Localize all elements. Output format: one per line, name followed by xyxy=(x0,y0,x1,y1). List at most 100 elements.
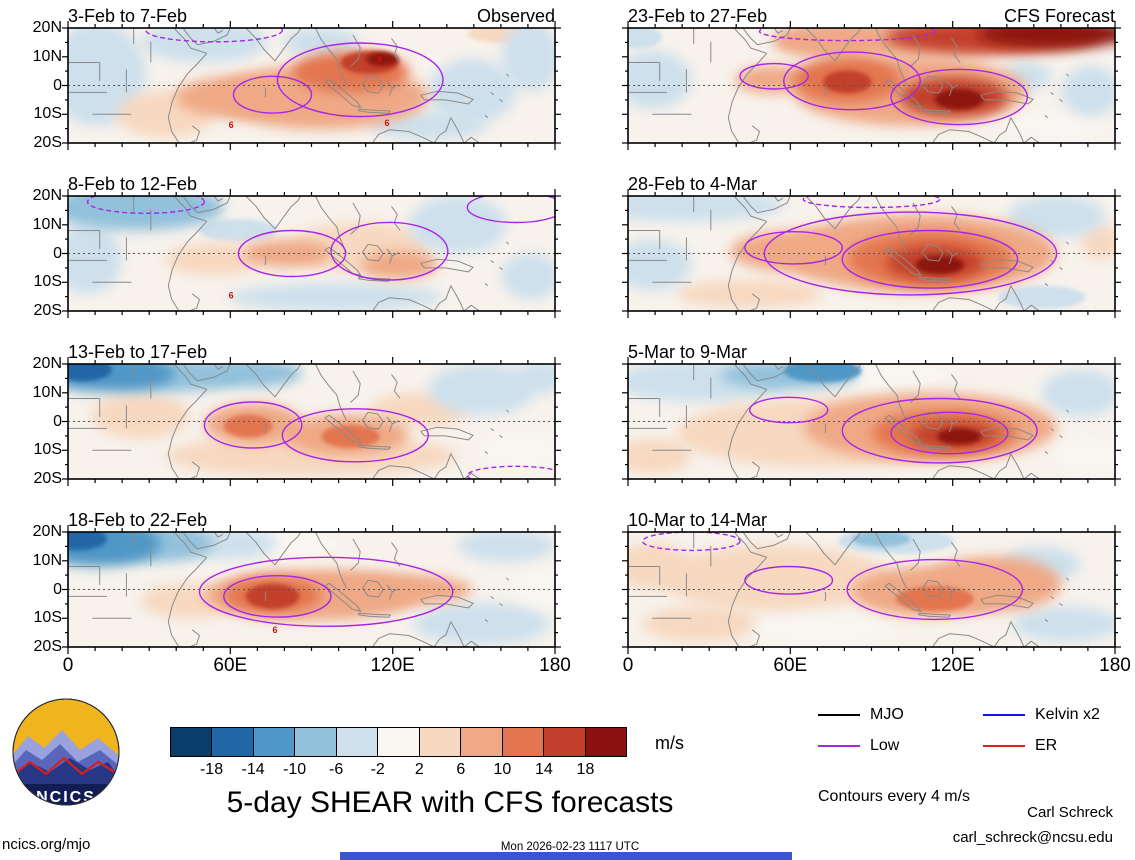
panel-date-range: 28-Feb to 4-Mar xyxy=(628,174,758,194)
low-contour xyxy=(203,401,303,449)
panel-border xyxy=(67,27,556,144)
panel-date-range: 3-Feb to 7-Feb xyxy=(68,6,188,26)
panel-title-row: 3-Feb to 7-Feb Observed xyxy=(68,2,555,28)
map-canvas: 6 xyxy=(62,525,561,654)
y-axis-label: 20S xyxy=(33,638,62,655)
low-contour xyxy=(758,28,936,42)
legend-line-swatch xyxy=(818,745,860,747)
y-axis-label: 10S xyxy=(33,105,62,123)
x-axis-label: 180 xyxy=(1099,655,1131,676)
colorbar-cell xyxy=(543,727,586,757)
low-contour xyxy=(198,556,454,627)
coastlines xyxy=(68,196,510,311)
low-contour xyxy=(641,532,741,552)
y-axis-label: 10S xyxy=(33,609,62,627)
low-contour xyxy=(86,196,205,214)
x-axis: 0 60E 120E 180 xyxy=(623,655,1131,681)
colorbar-tick-label: -2 xyxy=(370,761,385,778)
x-axis-label: 120E xyxy=(370,655,415,676)
legend-line-swatch xyxy=(983,745,1025,747)
panel-title-row: 28-Feb to 4-Mar xyxy=(628,170,1115,196)
colorbar-tick-label: 6 xyxy=(456,761,466,778)
y-axis-label: 0 xyxy=(53,580,62,598)
panel-border xyxy=(67,531,556,648)
panel-title-row: 10-Mar to 14-Mar xyxy=(628,506,1115,532)
colorbar-tick-label: -14 xyxy=(241,761,265,778)
y-axis-label: 0 xyxy=(53,76,62,94)
legend-label: MJO xyxy=(870,706,904,723)
panel-date-range: 10-Mar to 14-Mar xyxy=(628,510,768,530)
y-axis-label: 10S xyxy=(33,441,62,459)
y-axis-label: 20S xyxy=(33,302,62,319)
panel-title-row: 5-Mar to 9-Mar xyxy=(628,338,1115,364)
colorbar-cell xyxy=(460,727,503,757)
coastlines xyxy=(68,28,510,143)
map-panel: 28-Feb to 4-Mar xyxy=(622,170,1121,318)
low-contour xyxy=(276,42,444,118)
colorbar xyxy=(170,727,627,757)
panel-border xyxy=(67,363,556,480)
site-link: ncics.org/mjo xyxy=(2,836,91,853)
map-panel: 5-Mar to 9-Mar xyxy=(622,338,1121,486)
figure-title: 5-day SHEAR with CFS forecasts xyxy=(226,786,674,819)
y-axis-label: 10S xyxy=(33,273,62,291)
er-contour-label: 6 xyxy=(272,625,277,635)
credit-name: Carl Schreck xyxy=(1027,804,1113,821)
y-axis-label: 20N xyxy=(32,355,62,372)
y-axis-label: 0 xyxy=(53,412,62,430)
panel-border xyxy=(627,195,1116,312)
panel-title-row: 18-Feb to 22-Feb xyxy=(68,506,555,532)
colorbar-tick-label: -18 xyxy=(199,761,224,778)
logo-artwork: NCICS xyxy=(13,699,119,805)
map-canvas: 6 6 9 xyxy=(62,21,561,150)
y-axis-label: 20N xyxy=(32,19,62,36)
coastlines xyxy=(68,532,510,647)
coastlines xyxy=(68,364,510,479)
map-canvas xyxy=(622,525,1121,654)
legend-label: Low xyxy=(870,737,900,754)
y-axis-label: 0 xyxy=(53,244,62,262)
low-contour xyxy=(330,221,449,281)
panel-date-range: 8-Feb to 12-Feb xyxy=(68,174,198,194)
y-axis-label: 10N xyxy=(32,551,62,569)
colorbar-cell xyxy=(252,727,296,757)
panel-date-range: 13-Feb to 17-Feb xyxy=(68,342,208,362)
map-panel: 18-Feb to 22-Feb 6 20N 10N 0 10S 20S 0 60E 120E 18… xyxy=(33,506,571,681)
legend-line-swatch xyxy=(818,714,860,716)
low-contour xyxy=(744,565,834,595)
panel-column-label: Observed xyxy=(476,6,555,26)
map-panel: 8-Feb to 12-Feb 6 20N 10N 0 10S 20S xyxy=(33,170,561,319)
map-canvas: 6 xyxy=(62,189,561,318)
axis-ticks xyxy=(62,525,561,654)
er-contour-label: 6 xyxy=(384,118,389,128)
legend-item: Kelvin x2 xyxy=(983,706,1118,724)
panel-border xyxy=(627,531,1116,648)
low-contour xyxy=(744,230,844,265)
panel-title-row: 8-Feb to 12-Feb xyxy=(68,170,555,196)
panel-title-row: 13-Feb to 17-Feb xyxy=(68,338,555,364)
map-canvas xyxy=(622,357,1121,486)
low-contour xyxy=(281,408,429,463)
low-contour xyxy=(466,196,555,224)
colorbar-cell xyxy=(584,727,627,757)
x-axis: 0 60E 120E 180 xyxy=(63,655,571,681)
colorbar-tick-label: 10 xyxy=(493,761,512,778)
map-canvas xyxy=(62,357,561,486)
colorbar-tick-label: 14 xyxy=(535,761,553,778)
low-contour xyxy=(783,51,921,111)
legend-label: Kelvin x2 xyxy=(1035,706,1100,723)
low-contour xyxy=(223,575,332,618)
colorbar-unit: m/s xyxy=(655,733,684,753)
low-contour xyxy=(841,397,1038,464)
panel-date-range: 5-Mar to 9-Mar xyxy=(628,342,748,362)
legend-label: ER xyxy=(1035,737,1058,754)
low-contour xyxy=(232,75,313,114)
map-panel: 23-Feb to 27-Feb CFS Forecast xyxy=(622,2,1121,150)
panel-border xyxy=(627,363,1116,480)
legend-item: Low xyxy=(818,737,983,755)
colorbar-tick-label: 2 xyxy=(414,761,424,778)
colorbar-cell xyxy=(335,727,379,757)
er-contour-label: 6 xyxy=(229,290,234,300)
coastlines xyxy=(628,364,1070,479)
low-contour xyxy=(466,465,555,479)
